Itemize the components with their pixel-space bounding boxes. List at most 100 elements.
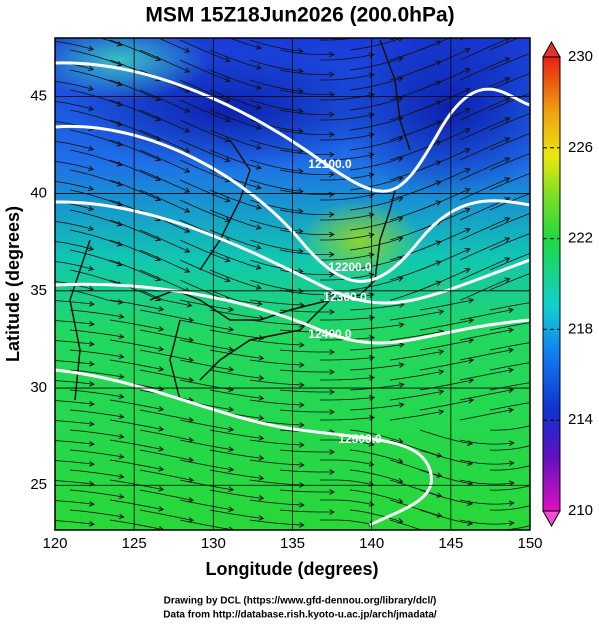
streamline-arrow bbox=[158, 386, 165, 392]
streamline bbox=[320, 377, 374, 381]
streamline bbox=[69, 309, 124, 318]
streamline-arrow bbox=[504, 277, 511, 283]
streamline-arrow bbox=[579, 351, 584, 356]
credit: Data from http://database.rish.kyoto-u.a… bbox=[163, 610, 437, 621]
streamline bbox=[459, 257, 510, 281]
streamline bbox=[560, 262, 599, 271]
streamline bbox=[279, 449, 334, 453]
streamline bbox=[55, 320, 94, 325]
streamline bbox=[349, 364, 404, 371]
streamline-arrow bbox=[436, 512, 443, 518]
streamline-arrow bbox=[158, 446, 165, 452]
y-tick-label: 45 bbox=[30, 87, 47, 104]
streamline bbox=[55, 81, 94, 90]
streamline-arrow bbox=[535, 269, 540, 274]
streamline-arrow bbox=[539, 399, 544, 404]
streamline bbox=[320, 519, 374, 526]
streamline bbox=[139, 289, 192, 307]
streamline bbox=[69, 209, 122, 226]
streamline-arrow bbox=[88, 45, 95, 52]
streamline bbox=[249, 239, 303, 252]
streamline bbox=[228, 38, 261, 49]
streamline bbox=[69, 409, 124, 418]
streamline bbox=[349, 217, 403, 231]
streamline-arrow bbox=[504, 18, 509, 22]
streamline-arrow bbox=[535, 109, 540, 114]
streamline bbox=[55, 101, 94, 110]
streamline bbox=[320, 214, 374, 221]
streamline-arrow bbox=[184, 107, 191, 113]
streamline-arrow bbox=[188, 356, 195, 363]
streamline-arrow bbox=[298, 442, 305, 448]
streamline bbox=[419, 469, 473, 485]
streamline bbox=[249, 219, 303, 232]
streamline bbox=[209, 149, 261, 169]
streamline bbox=[249, 59, 303, 72]
streamline-arrow bbox=[435, 140, 442, 146]
streamline-arrow bbox=[328, 51, 335, 58]
streamline-arrow bbox=[538, 501, 543, 506]
streamline bbox=[69, 449, 124, 458]
x-tick-label: 125 bbox=[122, 535, 147, 552]
streamline bbox=[489, 233, 530, 251]
streamline bbox=[489, 53, 530, 71]
streamline-arrow bbox=[328, 271, 335, 278]
streamline-arrow bbox=[224, 156, 231, 163]
streamline-arrow bbox=[88, 65, 95, 72]
streamline bbox=[560, 466, 599, 490]
streamline-arrow bbox=[329, 389, 335, 395]
streamline bbox=[69, 329, 124, 338]
streamline-arrow bbox=[438, 309, 445, 315]
streamline bbox=[279, 369, 334, 373]
streamline bbox=[489, 133, 530, 151]
streamline-arrow bbox=[118, 373, 125, 380]
streamline bbox=[249, 79, 303, 92]
streamline-arrow bbox=[538, 421, 543, 426]
streamline bbox=[279, 269, 334, 275]
streamline-arrow bbox=[508, 367, 515, 374]
streamline bbox=[320, 417, 374, 421]
streamline-arrow bbox=[467, 541, 472, 546]
streamline bbox=[139, 369, 194, 381]
streamline-arrow bbox=[88, 165, 95, 172]
streamline-arrow bbox=[228, 506, 235, 513]
streamline bbox=[139, 269, 190, 293]
streamline-arrow bbox=[368, 52, 375, 59]
streamline bbox=[419, 509, 473, 525]
streamline bbox=[209, 509, 264, 519]
streamline bbox=[157, 38, 190, 53]
streamline bbox=[55, 261, 94, 270]
streamline bbox=[279, 69, 334, 75]
streamline-arrow bbox=[464, 48, 471, 54]
streamline bbox=[349, 197, 403, 211]
streamline-arrow bbox=[368, 501, 375, 507]
x-axis-label: Longitude (degrees) bbox=[205, 559, 378, 579]
streamline-arrow bbox=[118, 513, 125, 520]
contour-label: 12300.0 bbox=[323, 290, 367, 304]
streamline-arrow bbox=[258, 435, 265, 441]
streamline-arrow bbox=[224, 256, 231, 263]
streamline-arrow bbox=[116, 241, 123, 247]
streamline bbox=[560, 386, 599, 390]
streamline-arrow bbox=[255, 184, 262, 190]
streamline-arrow bbox=[577, 264, 582, 269]
streamline-arrow bbox=[368, 172, 375, 179]
streamline-arrow bbox=[258, 455, 265, 461]
streamline bbox=[139, 49, 190, 73]
streamline-arrow bbox=[258, 375, 265, 381]
streamline-arrow bbox=[535, 9, 540, 14]
streamline bbox=[349, 117, 403, 131]
streamline-arrow bbox=[535, 69, 540, 74]
streamline bbox=[139, 89, 190, 113]
streamline bbox=[55, 480, 94, 485]
streamline bbox=[489, 253, 530, 271]
streamline-arrow bbox=[398, 342, 405, 348]
streamline bbox=[280, 30, 334, 35]
streamline-arrow bbox=[116, 101, 123, 107]
streamline bbox=[279, 509, 334, 513]
streamline-arrow bbox=[88, 205, 95, 212]
streamline-arrow bbox=[184, 147, 191, 153]
streamline bbox=[320, 74, 374, 81]
streamline-arrow bbox=[255, 264, 262, 270]
streamline-arrow bbox=[465, 9, 470, 13]
